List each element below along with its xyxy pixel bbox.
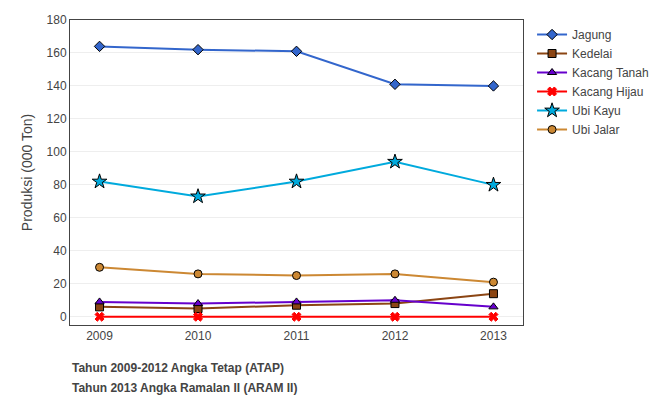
svg-text:Ubi Jalar: Ubi Jalar [572,123,619,137]
svg-text:2012: 2012 [382,329,409,343]
svg-text:Ubi Kayu: Ubi Kayu [572,104,621,118]
svg-text:Kedelai: Kedelai [572,47,612,61]
svg-text:140: 140 [47,79,67,93]
svg-text:Produksi (000 Ton): Produksi (000 Ton) [19,114,35,231]
svg-text:Tahun 2009-2012 Angka Tetap (A: Tahun 2009-2012 Angka Tetap (ATAP) [72,361,284,375]
svg-text:2009: 2009 [86,329,113,343]
svg-text:Jagung: Jagung [572,28,611,42]
svg-text:2013: 2013 [480,329,507,343]
svg-text:Tahun 2013 Angka Ramalan II (A: Tahun 2013 Angka Ramalan II (ARAM II) [72,381,297,395]
svg-text:100: 100 [47,145,67,159]
svg-text:20: 20 [53,277,67,291]
svg-text:80: 80 [53,178,67,192]
svg-text:Kacang Hijau: Kacang Hijau [572,85,643,99]
svg-text:2011: 2011 [284,329,310,343]
svg-text:2010: 2010 [185,329,212,343]
svg-text:0: 0 [60,310,67,324]
svg-text:180: 180 [47,13,67,27]
svg-text:120: 120 [47,112,67,126]
svg-text:40: 40 [53,244,67,258]
svg-text:60: 60 [53,211,67,225]
svg-text:160: 160 [47,46,67,60]
svg-text:Kacang Tanah: Kacang Tanah [572,66,649,80]
